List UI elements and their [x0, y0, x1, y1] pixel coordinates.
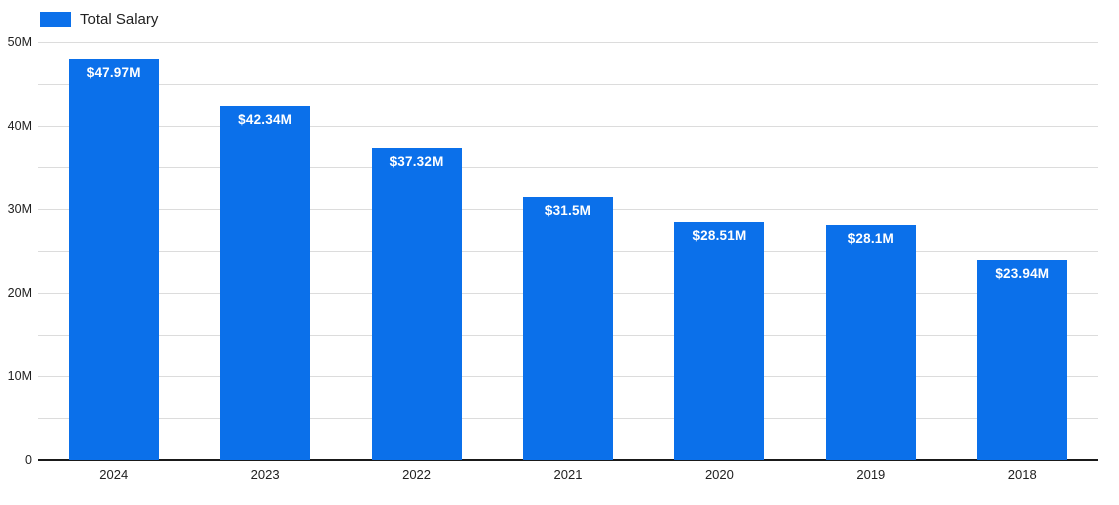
y-tick-label-50M: 50M: [7, 35, 32, 49]
legend-item-total-salary[interactable]: Total Salary: [40, 12, 158, 27]
bar-value-label-2022: $37.32M: [389, 154, 444, 170]
x-tick-label-2018: 2018: [1007, 467, 1037, 482]
bar-value-label-2020: $28.51M: [692, 227, 747, 243]
y-tick-label-10M: 10M: [7, 369, 32, 384]
bar-value-label-2021: $31.5M: [544, 202, 592, 218]
bar-2020[interactable]: $28.51M: [674, 221, 765, 460]
y-axis: 0 10M 20M 30M 40M 50M: [0, 35, 32, 467]
x-tick-label-2024: 2024: [99, 467, 129, 482]
gridline-40m: [38, 125, 1098, 127]
gridline-50m: [38, 42, 1098, 43]
gridline-45m: [38, 83, 1098, 85]
x-tick-label-2020: 2020: [704, 467, 734, 482]
bar-2023[interactable]: $42.34M: [220, 106, 311, 460]
plot-area: $47.97M $42.34M $37.32M $31.5M $28.51M $28.1M…: [38, 42, 1098, 461]
bar-value-label-2024: $47.97M: [86, 64, 141, 80]
legend-swatch-icon: [40, 12, 71, 27]
bar-value-label-2018: $23.94M: [995, 265, 1050, 281]
x-tick-label-2021: 2021: [553, 467, 583, 482]
x-axis: 2024 2023 2022 2021 2020 2019 2018: [38, 467, 1098, 482]
y-tick-label-30M: 30M: [7, 202, 32, 217]
legend-label: Total Salary: [80, 11, 159, 28]
gridline-35m: [38, 167, 1098, 169]
x-axis-baseline: [38, 459, 1098, 461]
x-tick-label-2023: 2023: [250, 467, 280, 482]
bar-value-label-2023: $42.34M: [238, 112, 293, 128]
bar-2022[interactable]: $37.32M: [371, 148, 462, 460]
bar-2021[interactable]: $31.5M: [523, 196, 613, 460]
y-tick-label-20M: 20M: [7, 285, 32, 300]
bar-2024[interactable]: $47.97M: [68, 58, 159, 460]
bar-2019[interactable]: $28.1M: [825, 225, 916, 460]
y-tick-label-40M: 40M: [7, 118, 32, 133]
x-tick-label-2019: 2019: [856, 467, 886, 482]
y-tick-label-0: 0: [25, 453, 32, 467]
bar-value-label-2019: $28.1M: [847, 231, 894, 247]
x-tick-label-2022: 2022: [402, 467, 432, 482]
bar-2018[interactable]: $23.94M: [977, 259, 1068, 460]
